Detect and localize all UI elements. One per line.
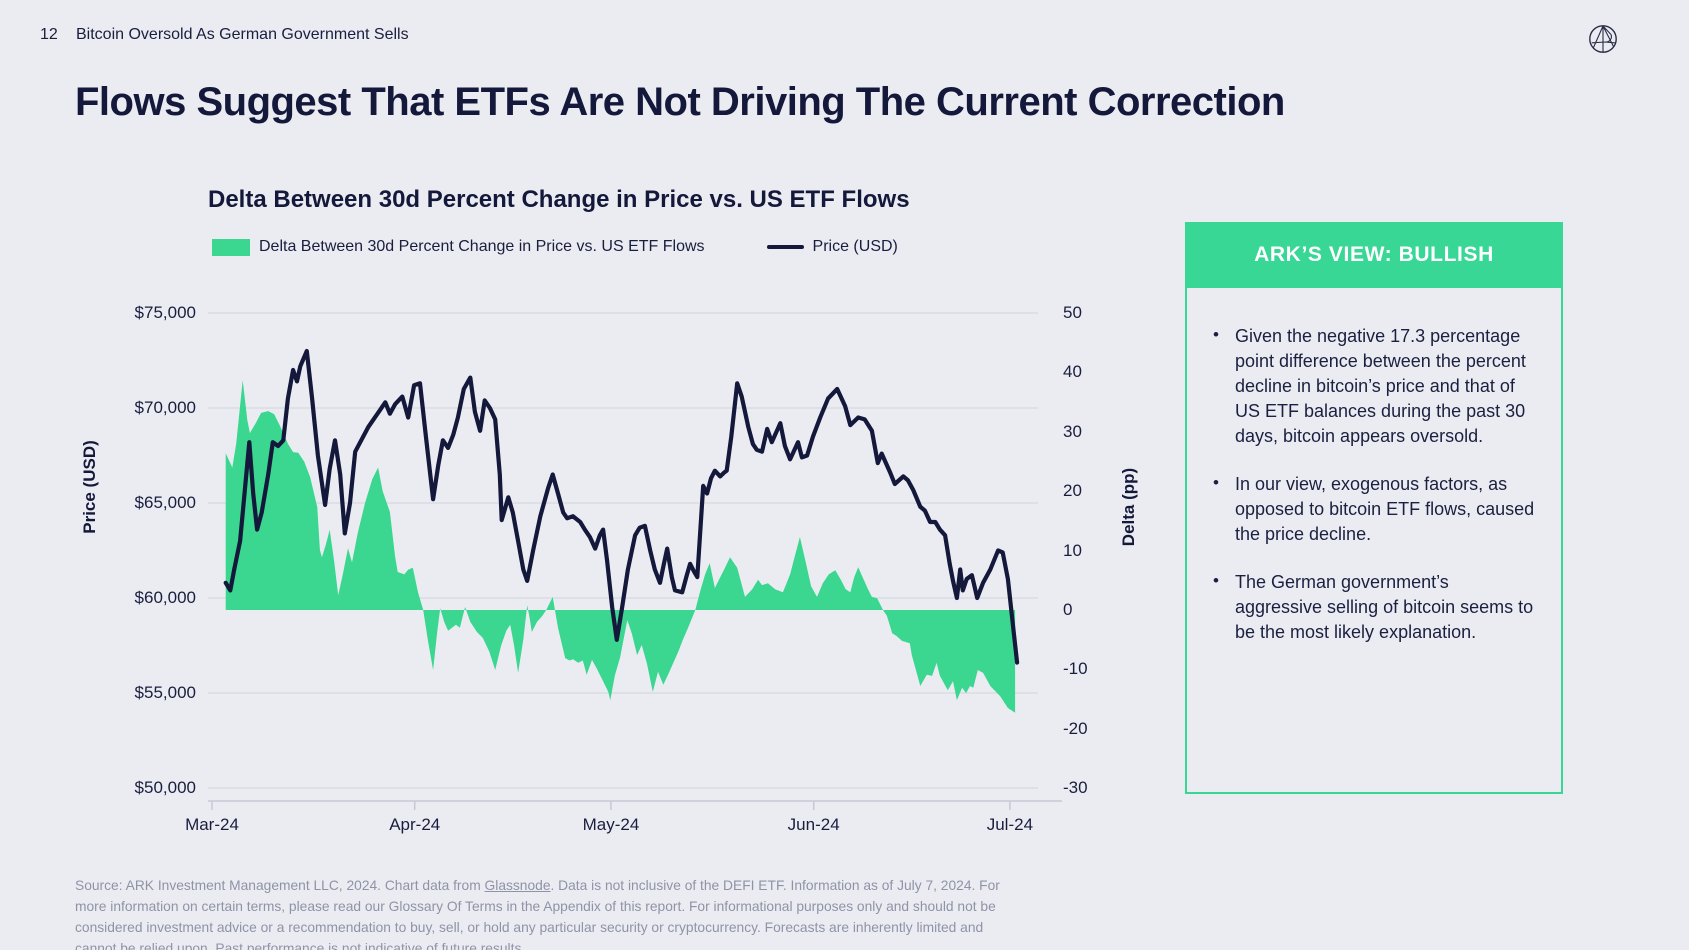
- ark-logo-icon: [1589, 25, 1617, 53]
- page-number: 12: [40, 26, 58, 43]
- y-axis-left-title: Price (USD): [80, 440, 99, 534]
- legend-item-price: Price (USD): [766, 238, 898, 256]
- y-axis-right-tick-label: 20: [1063, 481, 1082, 501]
- footer-text-pre: Source: ARK Investment Management LLC, 2…: [75, 878, 485, 893]
- legend-item-delta: Delta Between 30d Percent Change in Pric…: [212, 238, 705, 256]
- x-axis-tick-label: Jun-24: [787, 815, 840, 834]
- x-axis-tick-label: Mar-24: [185, 815, 239, 834]
- y-axis-right-tick-label: 50: [1063, 303, 1082, 322]
- legend-delta-label: Delta Between 30d Percent Change in Pric…: [259, 238, 705, 255]
- chart-title: Delta Between 30d Percent Change in Pric…: [208, 186, 910, 213]
- list-item: • In our view, exogenous factors, as opp…: [1213, 472, 1535, 547]
- source-disclaimer: Source: ARK Investment Management LLC, 2…: [75, 875, 1023, 950]
- y-axis-left-tick-label: $70,000: [134, 398, 196, 417]
- arks-view-body: • Given the negative 17.3 percentage poi…: [1185, 288, 1563, 794]
- page-title: Flows Suggest That ETFs Are Not Driving …: [75, 80, 1285, 124]
- y-axis-right-title: Delta (pp): [1119, 467, 1138, 547]
- bullet-text: Given the negative 17.3 percentage point…: [1235, 326, 1526, 446]
- y-axis-left-tick-label: $55,000: [134, 683, 196, 702]
- y-axis-left-tick-label: $75,000: [134, 303, 196, 322]
- y-axis-right-tick-label: 30: [1063, 421, 1082, 441]
- bullet-icon: •: [1213, 473, 1219, 492]
- list-item: • Given the negative 17.3 percentage poi…: [1213, 324, 1535, 449]
- legend-price-label: Price (USD): [812, 238, 898, 255]
- y-axis-right-tick-label: -20: [1063, 718, 1088, 738]
- footer-text-post: . Data is not inclusive of the DEFI ETF.…: [75, 878, 1000, 950]
- y-axis-right-tick-label: 40: [1063, 362, 1082, 382]
- arks-view-panel: ARK’S VIEW: BULLISH • Given the negative…: [1185, 222, 1563, 794]
- x-axis-tick-label: Jul-24: [986, 815, 1034, 834]
- price-line-swatch-icon: [766, 244, 804, 250]
- arks-view-header: ARK’S VIEW: BULLISH: [1185, 222, 1563, 288]
- y-axis-left-tick-label: $60,000: [134, 588, 196, 607]
- y-axis-left-tick-label: $50,000: [134, 778, 196, 797]
- bullet-text: In our view, exogenous factors, as oppos…: [1235, 474, 1535, 544]
- y-axis-right-tick-label: -10: [1063, 659, 1088, 679]
- y-axis-right-tick-label: 10: [1063, 540, 1082, 560]
- y-axis-right-tick-label: 0: [1063, 599, 1073, 619]
- x-axis-tick-label: Apr-24: [389, 815, 441, 834]
- list-item: • The German government’s aggressive sel…: [1213, 570, 1535, 645]
- delta-area-swatch-icon: [212, 238, 250, 256]
- x-axis-tick-label: May-24: [582, 815, 640, 834]
- bullet-text: The German government’s aggressive selli…: [1235, 572, 1534, 642]
- bullet-icon: •: [1213, 325, 1219, 344]
- y-axis-right-tick-label: -30: [1063, 778, 1088, 797]
- deck-section-title: Bitcoin Oversold As German Government Se…: [76, 26, 409, 43]
- chart-legend: Delta Between 30d Percent Change in Pric…: [212, 238, 898, 256]
- bullet-icon: •: [1213, 571, 1219, 590]
- y-axis-left-tick-label: $65,000: [134, 493, 196, 512]
- glassnode-link[interactable]: Glassnode: [484, 878, 551, 893]
